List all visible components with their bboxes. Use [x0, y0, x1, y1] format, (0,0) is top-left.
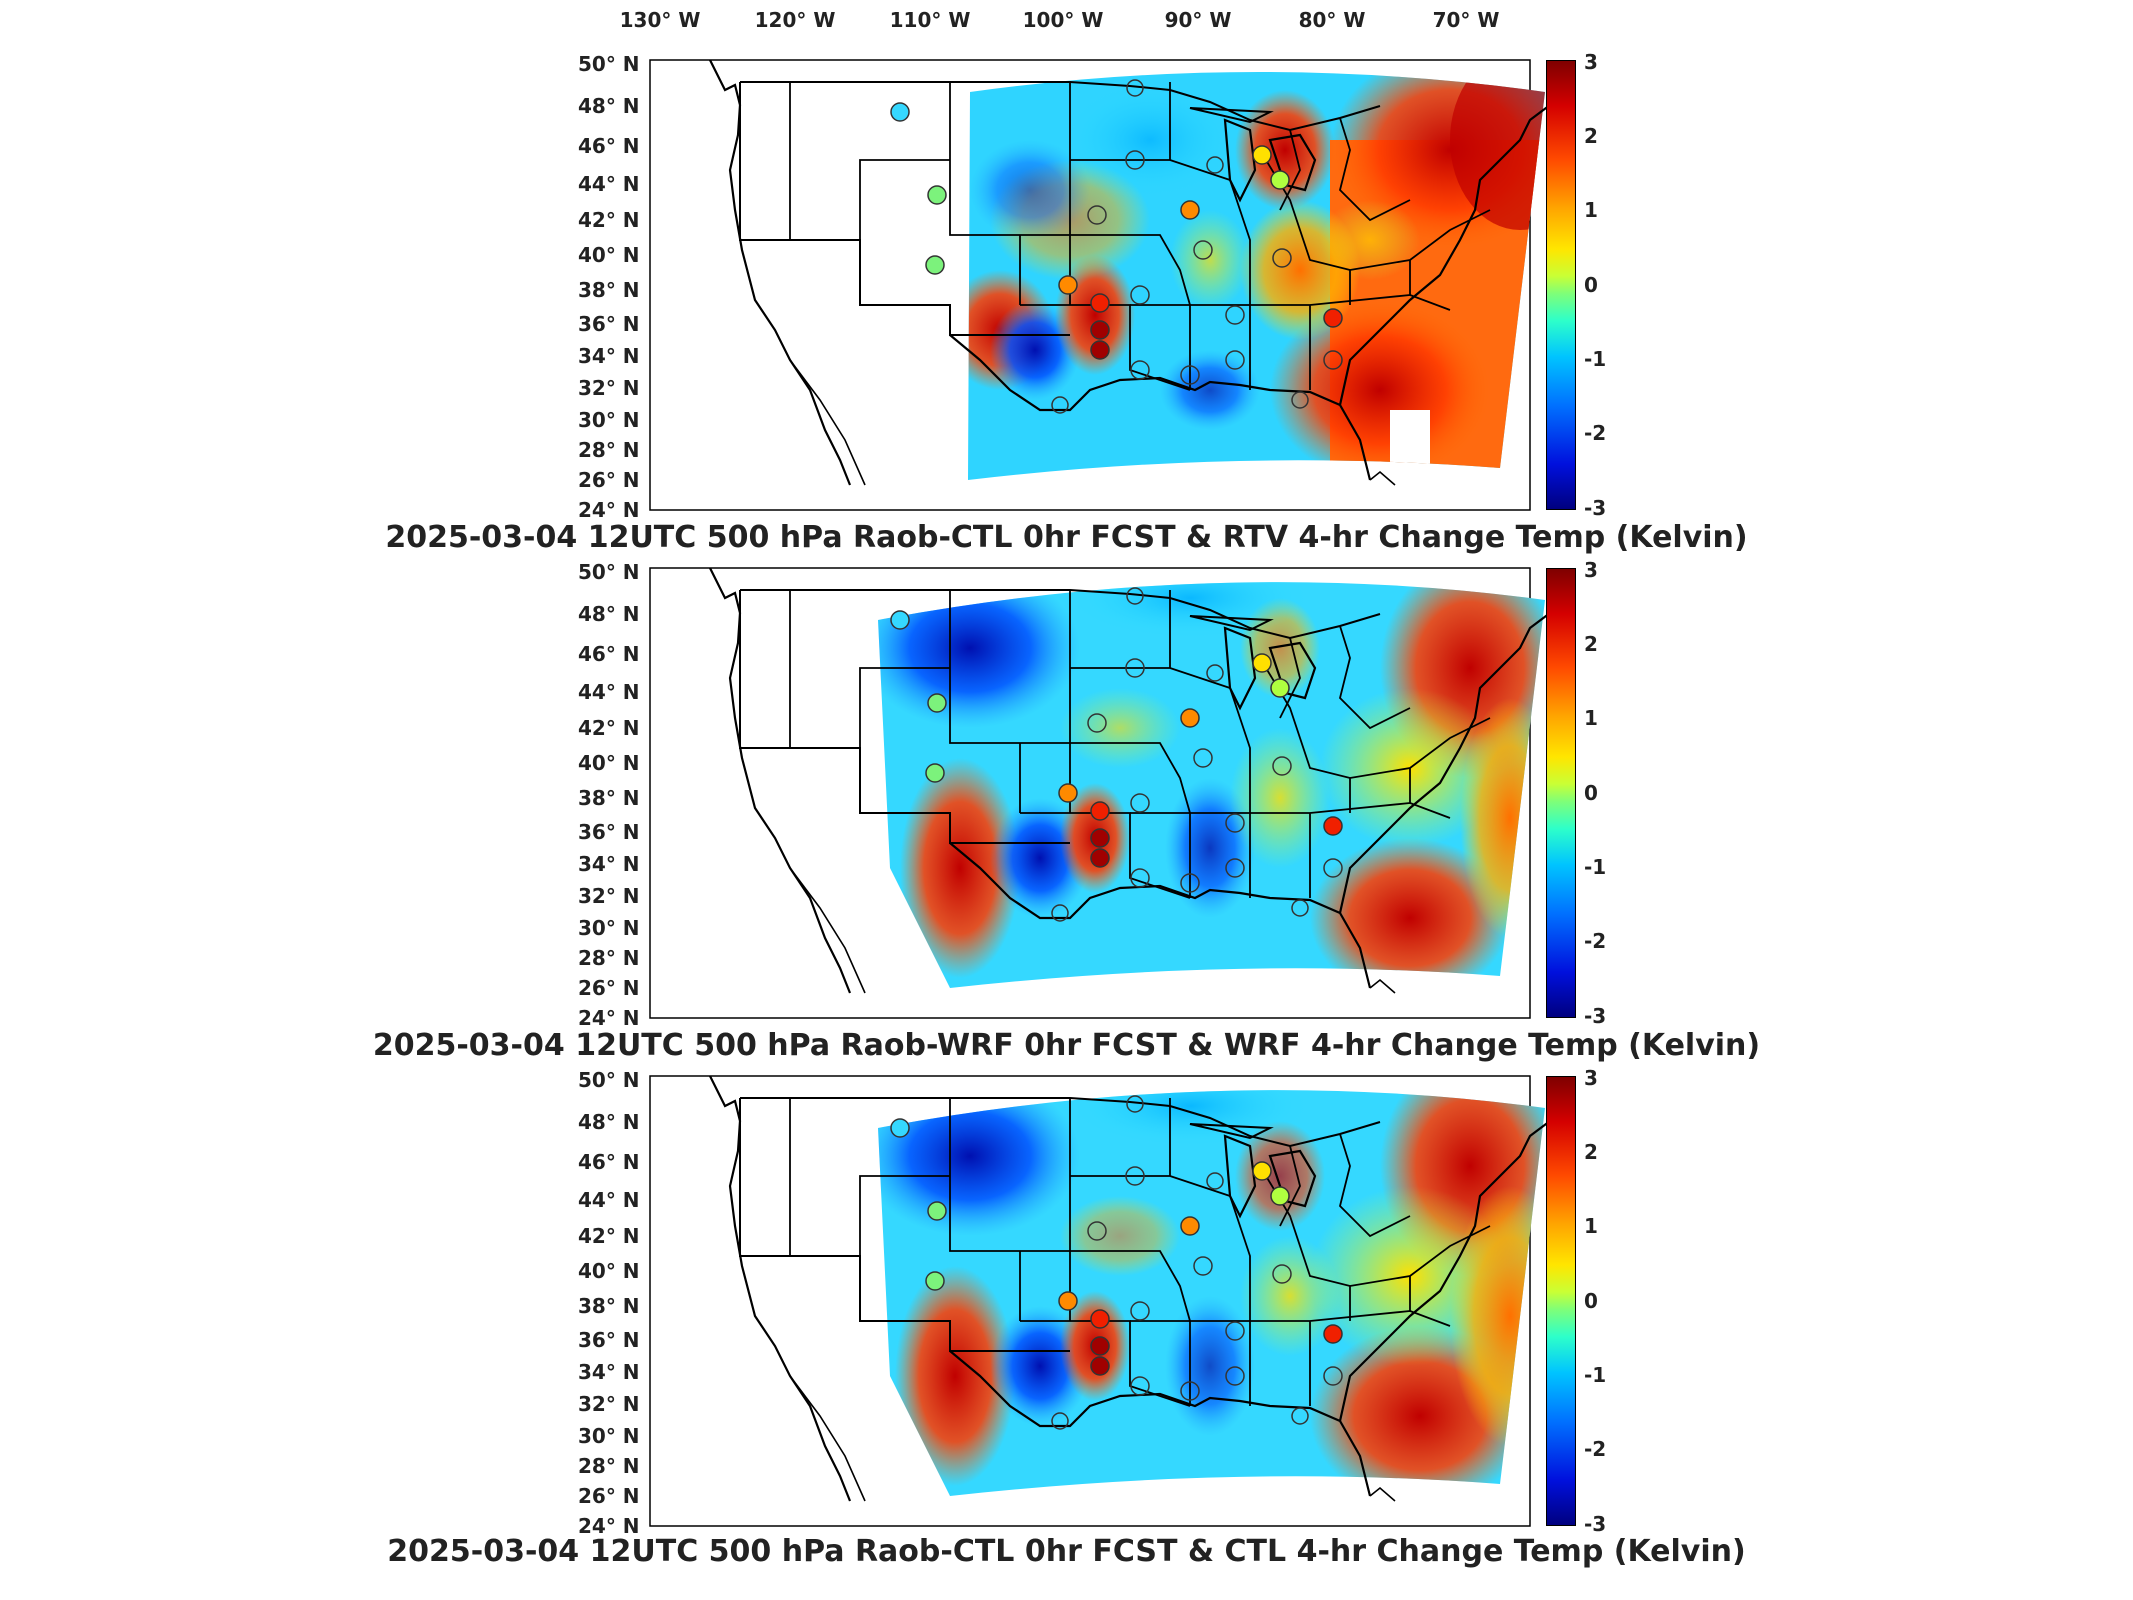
lon-label: 70° W — [1432, 8, 1500, 32]
lat-label: 32° N — [578, 376, 640, 400]
lat-label: 46° N — [578, 1150, 640, 1174]
lat-label: 24° N — [578, 1514, 640, 1538]
lat-label: 26° N — [578, 976, 640, 1000]
lat-label: 44° N — [578, 680, 640, 704]
colorbar-tick: 3 — [1584, 558, 1598, 582]
lat-label: 28° N — [578, 438, 640, 462]
colorbar-tick: 1 — [1584, 706, 1598, 730]
panel-title: 2025-03-04 12UTC 500 hPa Raob-CTL 0hr FC… — [385, 520, 1748, 555]
lat-label: 36° N — [578, 820, 640, 844]
lat-label: 48° N — [578, 1110, 640, 1134]
lat-label: 34° N — [578, 344, 640, 368]
temperature-field — [878, 1090, 1545, 1497]
lat-label: 44° N — [578, 1188, 640, 1212]
map-panel-rtv: 50° N 48° N 46° N 44° N 42° N 40° N 38° … — [0, 50, 2133, 570]
temperature-field — [878, 582, 1545, 989]
lat-label: 40° N — [578, 751, 640, 775]
lat-label: 42° N — [578, 716, 640, 740]
lat-label: 24° N — [578, 1006, 640, 1030]
colorbar-tick: -2 — [1584, 929, 1607, 953]
lat-label: 48° N — [578, 94, 640, 118]
lat-label: 30° N — [578, 1424, 640, 1448]
colorbar — [1546, 1076, 1576, 1526]
colorbar-tick: 3 — [1584, 1066, 1598, 1090]
colorbar-tick: 0 — [1584, 781, 1598, 805]
lat-label: 36° N — [578, 312, 640, 336]
temperature-map — [649, 58, 1552, 511]
panel-title: 2025-03-04 12UTC 500 hPa Raob-WRF 0hr FC… — [372, 1028, 1761, 1063]
colorbar-tick: 1 — [1584, 1214, 1598, 1238]
lat-label: 36° N — [578, 1328, 640, 1352]
lat-label: 26° N — [578, 468, 640, 492]
temperature-field — [968, 72, 1545, 480]
colorbar-tick: 0 — [1584, 273, 1598, 297]
colorbar-tick: -1 — [1584, 1363, 1607, 1387]
colorbar-tick: -1 — [1584, 855, 1607, 879]
lat-label: 48° N — [578, 602, 640, 626]
map-panel-ctl: 50° N 48° N 46° N 44° N 42° N 40° N 38° … — [0, 1066, 2133, 1586]
panel-title: 2025-03-04 12UTC 500 hPa Raob-CTL 0hr FC… — [387, 1534, 1746, 1569]
lon-label: 110° W — [889, 8, 971, 32]
colorbar-tick: 1 — [1584, 198, 1598, 222]
lat-label: 42° N — [578, 1224, 640, 1248]
temperature-map — [649, 566, 1552, 1019]
colorbar-tick: -3 — [1584, 496, 1607, 520]
colorbar-tick: 2 — [1584, 632, 1598, 656]
colorbar-tick: -1 — [1584, 347, 1607, 371]
lon-label: 100° W — [1022, 8, 1104, 32]
lat-label: 26° N — [578, 1484, 640, 1508]
colorbar-tick: -2 — [1584, 421, 1607, 445]
lat-label: 44° N — [578, 172, 640, 196]
lat-label: 30° N — [578, 916, 640, 940]
lat-label: 38° N — [578, 278, 640, 302]
colorbar-tick: -3 — [1584, 1512, 1607, 1536]
lat-label: 42° N — [578, 208, 640, 232]
colorbar-tick: 0 — [1584, 1289, 1598, 1313]
map-panel-wrf: 50° N 48° N 46° N 44° N 42° N 40° N 38° … — [0, 558, 2133, 1078]
lat-label: 46° N — [578, 134, 640, 158]
lat-label: 34° N — [578, 852, 640, 876]
colorbar-tick: 3 — [1584, 50, 1598, 74]
colorbar — [1546, 568, 1576, 1018]
lat-label: 30° N — [578, 408, 640, 432]
lat-label: 46° N — [578, 642, 640, 666]
lat-label: 28° N — [578, 1454, 640, 1478]
lon-label: 90° W — [1164, 8, 1232, 32]
lat-label: 50° N — [578, 52, 640, 76]
colorbar-tick: -3 — [1584, 1004, 1607, 1028]
lon-label: 80° W — [1298, 8, 1366, 32]
lat-label: 40° N — [578, 1259, 640, 1283]
temperature-map — [649, 1074, 1552, 1527]
lat-label: 32° N — [578, 884, 640, 908]
lat-label: 28° N — [578, 946, 640, 970]
lon-label: 120° W — [754, 8, 836, 32]
lat-label: 38° N — [578, 786, 640, 810]
lat-label: 24° N — [578, 498, 640, 522]
lat-label: 38° N — [578, 1294, 640, 1318]
lon-label: 130° W — [619, 8, 701, 32]
colorbar — [1546, 60, 1576, 510]
lat-label: 32° N — [578, 1392, 640, 1416]
longitude-axis: 130° W 120° W 110° W 100° W 90° W 80° W … — [0, 0, 2133, 50]
colorbar-tick: -2 — [1584, 1437, 1607, 1461]
lat-label: 50° N — [578, 560, 640, 584]
lat-label: 40° N — [578, 243, 640, 267]
lat-label: 34° N — [578, 1360, 640, 1384]
lat-label: 50° N — [578, 1068, 640, 1092]
colorbar-tick: 2 — [1584, 124, 1598, 148]
colorbar-tick: 2 — [1584, 1140, 1598, 1164]
